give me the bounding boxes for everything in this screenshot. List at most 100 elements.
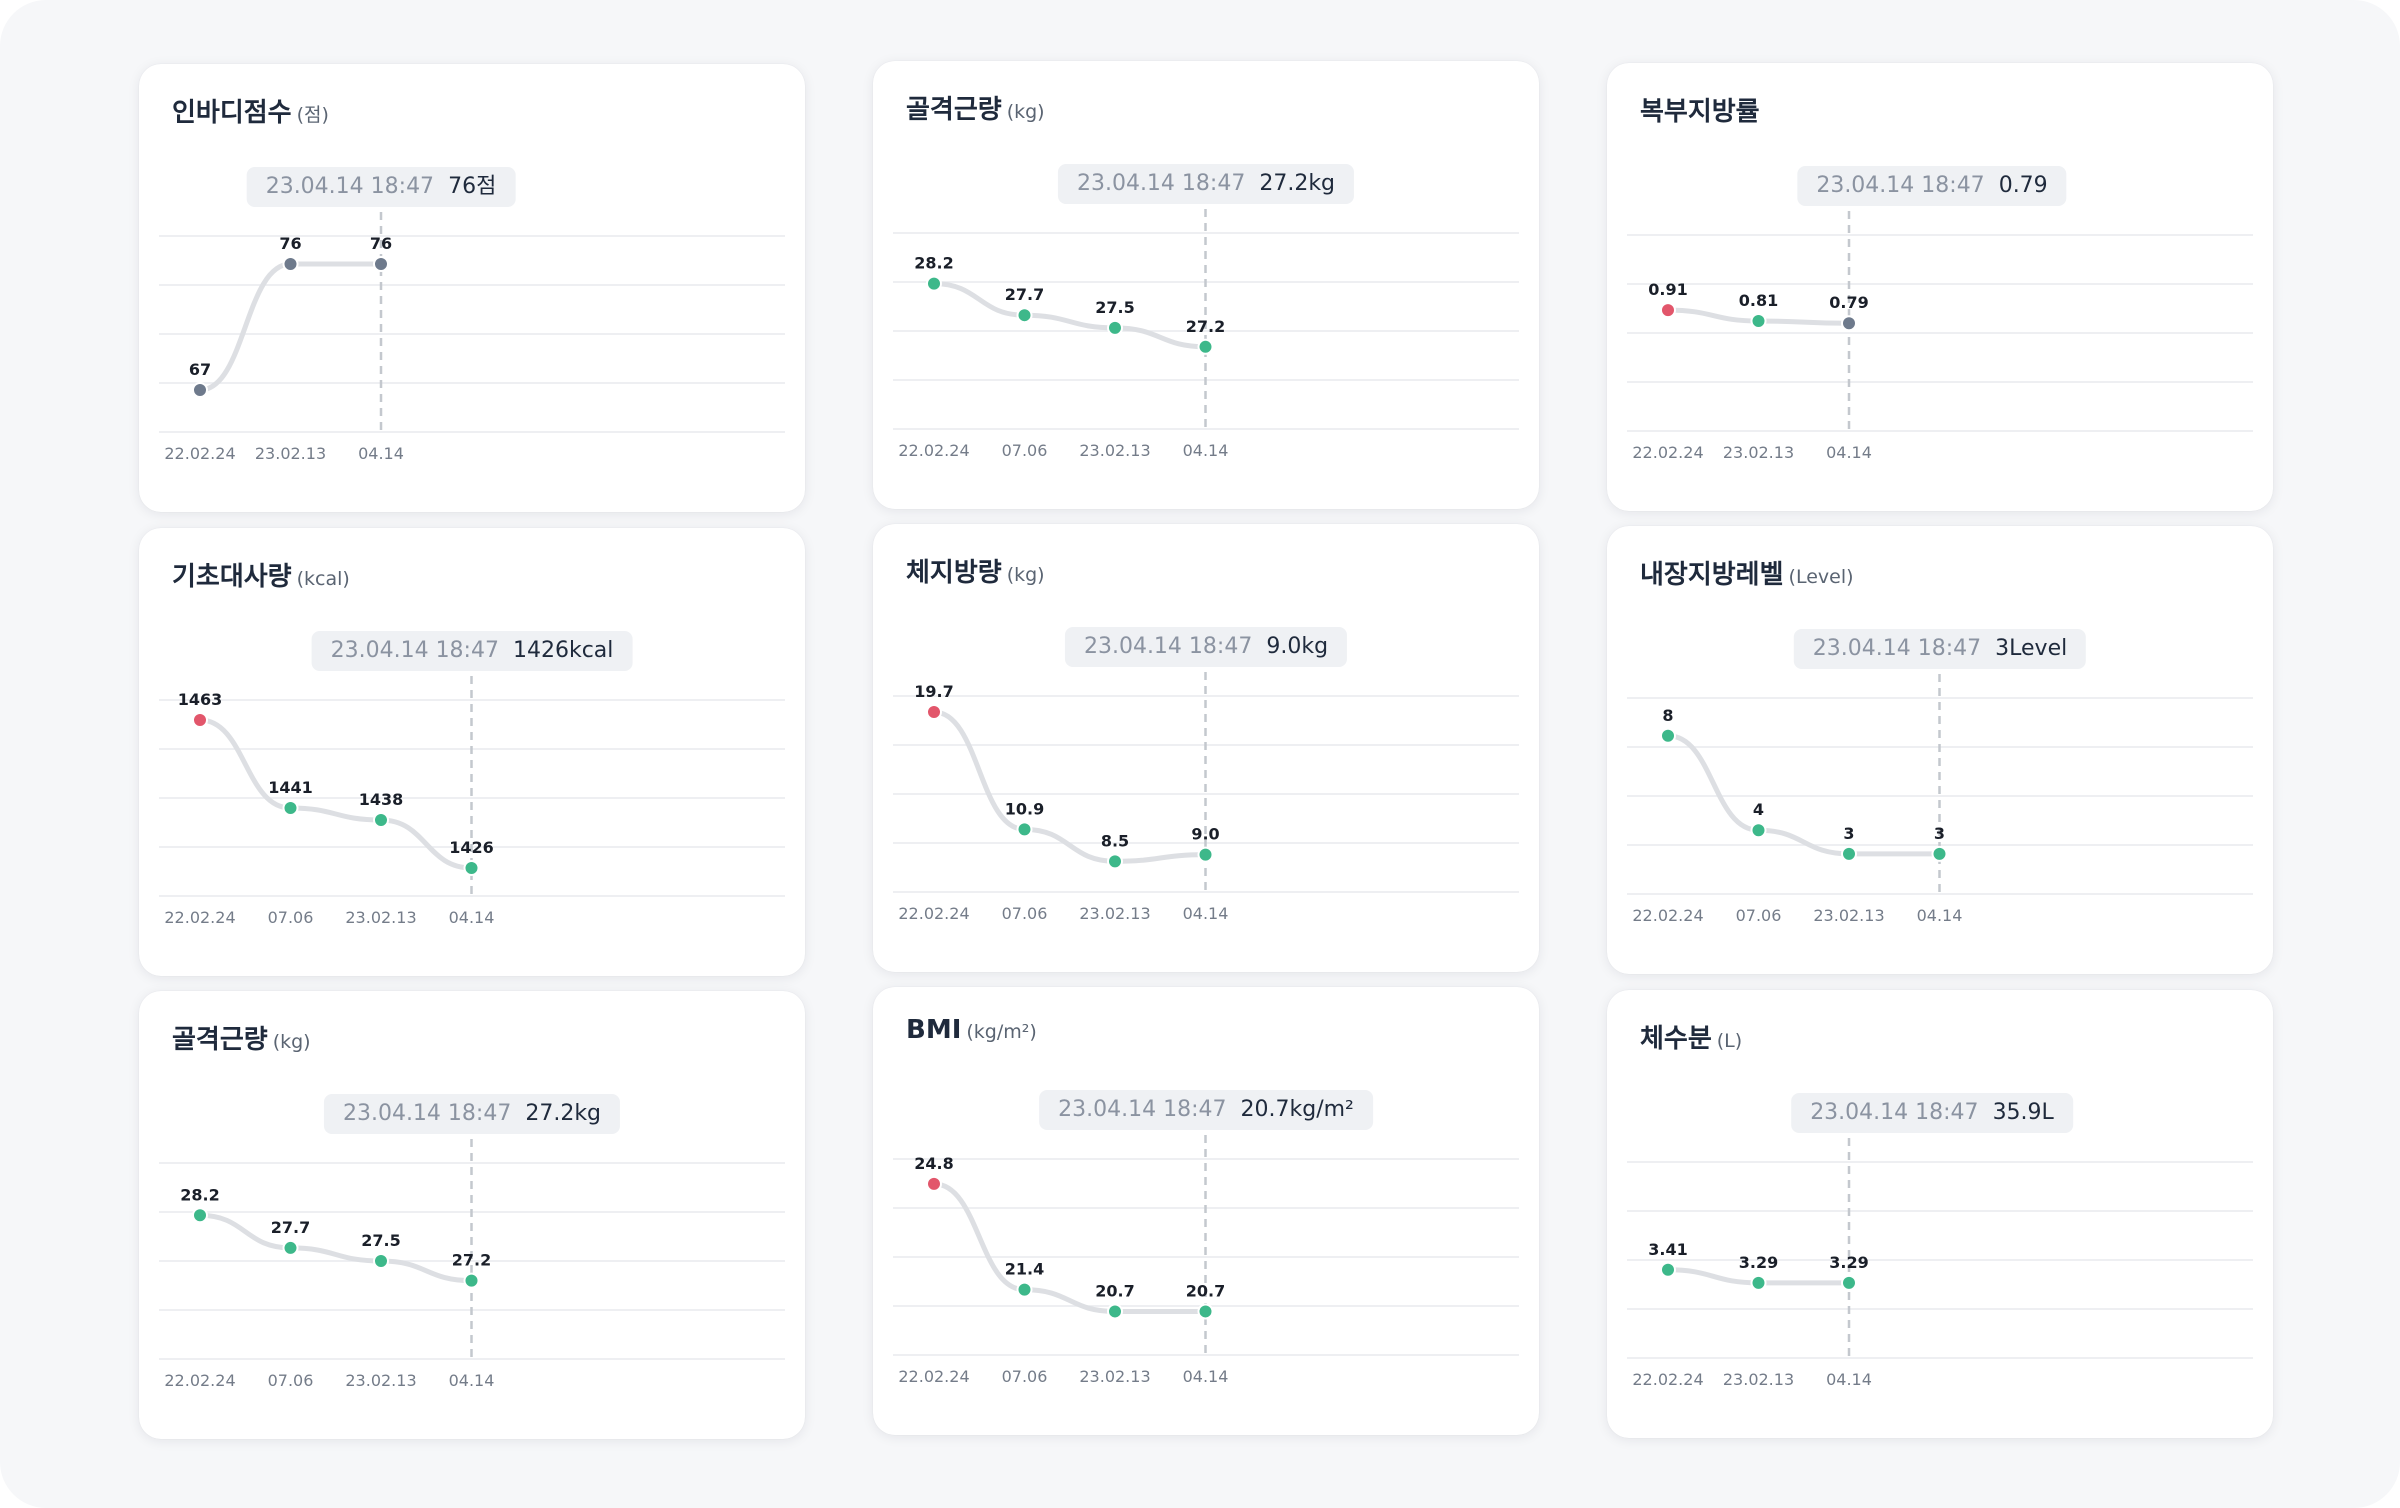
x-tick-label: 22.02.24	[898, 1367, 969, 1386]
tooltip-date: 23.04.14 18:47	[342, 1101, 512, 1126]
tooltip-date: 23.04.14 18:47	[1812, 636, 1982, 661]
x-tick-label: 07.06	[268, 908, 314, 927]
metric-card-bmr[interactable]: 기초대사량 (kcal) 23.04.14 18:47 1426kcal 1463 2…	[139, 528, 805, 976]
card-title-text: 체수분	[1640, 1024, 1712, 1054]
data-label: 3.41	[1648, 1240, 1687, 1259]
series-line	[197, 1212, 474, 1284]
data-point[interactable]	[463, 860, 480, 876]
data-label: 1441	[268, 778, 313, 797]
metric-card-abdominal-fat[interactable]: 복부지방률 23.04.14 18:47 0.79 0.91 22.02.24 0.8…	[1607, 63, 2273, 511]
data-label: 1426	[449, 838, 494, 857]
metric-card-body-fat[interactable]: 체지방량 (kg) 23.04.14 18:47 9.0kg 19.7 22.02.2…	[873, 524, 1539, 972]
data-label: 0.91	[1648, 280, 1687, 299]
card-title: 골격근량 (kg)	[906, 89, 1045, 126]
data-point[interactable]	[1841, 845, 1857, 862]
data-point[interactable]	[1197, 338, 1214, 355]
x-tick-label: 04.14	[449, 1371, 495, 1390]
card-title-text: BMI	[906, 1015, 962, 1045]
x-tick-label: 04.14	[358, 444, 404, 463]
x-tick-label: 22.02.24	[1632, 906, 1703, 925]
data-label: 0.81	[1739, 291, 1778, 310]
data-label: 27.2	[452, 1251, 491, 1270]
data-point[interactable]	[1016, 1281, 1033, 1298]
data-point[interactable]	[1016, 821, 1033, 838]
data-point[interactable]	[1750, 822, 1767, 839]
line-chart: 67 22.02.24 76 23.02.13 76 04.14	[159, 212, 785, 463]
data-label: 27.5	[361, 1231, 400, 1250]
data-point[interactable]	[192, 712, 208, 728]
x-tick-label: 04.14	[1826, 1370, 1872, 1389]
series-line	[197, 261, 384, 393]
x-tick-label: 23.02.13	[1079, 904, 1150, 923]
data-label: 21.4	[1005, 1260, 1044, 1279]
data-point[interactable]	[1750, 1274, 1767, 1291]
data-label: 24.8	[914, 1154, 953, 1173]
tooltip: 23.04.14 18:47 76점	[246, 167, 516, 207]
data-label: 67	[189, 360, 211, 379]
data-point[interactable]	[1016, 307, 1033, 324]
tooltip-value: 9.0kg	[1266, 634, 1329, 659]
data-point[interactable]	[373, 1253, 389, 1269]
data-label: 3.29	[1739, 1253, 1778, 1272]
data-point[interactable]	[926, 1175, 942, 1192]
metric-card-skeletal-muscle[interactable]: 골격근량 (kg) 23.04.14 18:47 27.2kg 28.2 22.02.…	[873, 61, 1539, 509]
data-point[interactable]	[282, 800, 299, 816]
data-point[interactable]	[1931, 845, 1948, 862]
data-point[interactable]	[282, 256, 299, 272]
data-point[interactable]	[373, 256, 389, 272]
metric-card-visceral-fat[interactable]: 내장지방레벨 (Level) 23.04.14 18:47 3Level 8 22.0…	[1607, 526, 2273, 974]
x-tick-label: 23.02.13	[255, 444, 326, 463]
x-tick-label: 07.06	[1002, 441, 1048, 460]
x-tick-label: 23.02.13	[1079, 441, 1150, 460]
line-chart: 19.7 22.02.24 10.9 07.06 8.5 23.02.13 9.0 04.14	[893, 672, 1519, 923]
card-unit: (L)	[1716, 1030, 1743, 1052]
metric-card-skeletal-muscle-2[interactable]: 골격근량 (kg) 23.04.14 18:47 27.2kg 28.2 22.02.…	[139, 991, 805, 1439]
tooltip-date: 23.04.14 18:47	[1083, 634, 1253, 659]
series-line	[931, 1181, 1208, 1314]
data-label: 27.7	[1005, 285, 1044, 304]
data-point[interactable]	[926, 275, 942, 292]
data-point[interactable]	[1107, 319, 1123, 336]
data-point[interactable]	[1660, 1261, 1676, 1278]
data-point[interactable]	[1107, 853, 1123, 870]
x-tick-label: 04.14	[1183, 904, 1229, 923]
card-unit: (kg)	[272, 1031, 311, 1053]
data-point[interactable]	[1750, 313, 1767, 330]
card-unit: (kcal)	[296, 568, 350, 590]
data-point[interactable]	[192, 1207, 208, 1224]
data-label: 28.2	[180, 1185, 219, 1204]
card-unit: (점)	[296, 104, 329, 126]
data-point[interactable]	[1107, 1303, 1123, 1320]
tooltip: 23.04.14 18:47 1426kcal	[311, 631, 633, 671]
data-label: 27.2	[1186, 317, 1225, 336]
data-point[interactable]	[282, 1239, 299, 1256]
x-tick-label: 23.02.13	[345, 1371, 416, 1390]
x-tick-label: 23.02.13	[1723, 1370, 1794, 1389]
data-point[interactable]	[373, 812, 389, 828]
data-point[interactable]	[1660, 727, 1676, 744]
x-tick-label: 04.14	[1826, 443, 1872, 462]
data-point[interactable]	[1841, 315, 1857, 332]
tooltip-date: 23.04.14 18:47	[330, 638, 499, 663]
x-tick-label: 22.02.24	[1632, 1370, 1703, 1389]
metric-card-body-water[interactable]: 체수분 (L) 23.04.14 18:47 35.9L 3.41 22.02.24 3…	[1607, 990, 2273, 1438]
data-point[interactable]	[192, 382, 208, 398]
metric-card-bmi[interactable]: BMI (kg/m²) 23.04.14 18:47 20.7kg/m² 24.8 2…	[873, 987, 1539, 1435]
data-point[interactable]	[926, 704, 942, 720]
data-point[interactable]	[463, 1272, 480, 1289]
x-tick-label: 23.02.13	[345, 908, 416, 927]
data-point[interactable]	[1841, 1274, 1857, 1291]
data-point[interactable]	[1197, 846, 1214, 863]
data-label: 8.5	[1101, 831, 1129, 850]
tooltip: 23.04.14 18:47 35.9L	[1791, 1093, 2073, 1133]
x-tick-label: 04.14	[1917, 906, 1963, 925]
x-tick-label: 04.14	[1183, 1367, 1229, 1386]
data-point[interactable]	[1197, 1303, 1214, 1320]
metric-card-inbody-score[interactable]: 인바디점수 (점) 23.04.14 18:47 76점 67 22.02.24 76 2…	[139, 64, 805, 512]
card-title-text: 기초대사량	[172, 562, 292, 592]
data-label: 3	[1843, 824, 1854, 843]
data-point[interactable]	[1660, 302, 1676, 319]
card-title-text: 내장지방레벨	[1640, 560, 1784, 590]
data-label: 76	[279, 234, 301, 253]
line-chart: 3.41 22.02.24 3.29 23.02.13 3.29 04.14	[1627, 1138, 2253, 1389]
